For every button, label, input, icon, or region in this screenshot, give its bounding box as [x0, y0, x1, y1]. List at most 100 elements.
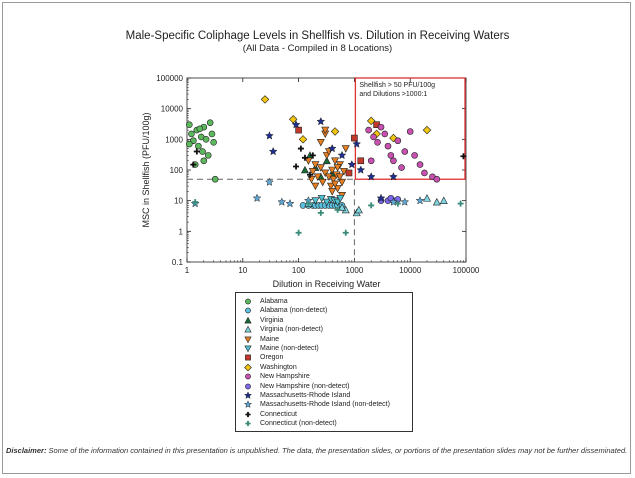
data-point — [338, 178, 347, 187]
series-12 — [190, 145, 467, 178]
legend-symbol — [244, 345, 252, 353]
y-tick-label: 0.1 — [172, 258, 184, 267]
data-point — [311, 182, 320, 191]
data-point — [347, 159, 357, 169]
legend-marker — [245, 411, 251, 417]
legend-symbol — [245, 421, 251, 427]
data-point — [354, 205, 363, 214]
data-point — [376, 193, 386, 203]
data-point — [333, 198, 342, 207]
data-point — [389, 172, 398, 181]
data-point — [337, 150, 347, 160]
legend-symbol — [244, 316, 252, 324]
chart-title: Male-Specific Coliphage Levels in Shellf… — [125, 30, 510, 42]
legend-label: Massachusetts-Rhode Island (non-detect) — [260, 401, 390, 409]
data-point — [351, 134, 358, 142]
legend-label: Massachusetts-Rhode Island — [260, 392, 351, 399]
data-point — [334, 206, 341, 213]
data-point — [365, 126, 372, 134]
legend-marker — [244, 336, 252, 343]
legend-symbol — [243, 391, 253, 399]
data-point — [322, 156, 331, 165]
data-point — [300, 165, 309, 174]
slide-frame — [2, 2, 631, 474]
data-point — [317, 209, 324, 216]
data-point — [422, 194, 431, 202]
data-point — [333, 164, 342, 172]
data-point — [291, 120, 301, 129]
legend-marker — [244, 316, 252, 324]
data-point — [316, 116, 326, 126]
data-point — [422, 125, 432, 135]
data-point — [460, 153, 467, 160]
legend-symbol — [244, 336, 252, 343]
annotation-text-line2: and Dilutions >1000:1 — [359, 91, 427, 98]
data-point — [394, 200, 401, 207]
data-point — [336, 194, 345, 203]
data-point — [322, 198, 331, 207]
legend-label: Washington — [260, 363, 297, 371]
data-point — [264, 131, 274, 140]
data-point — [368, 202, 375, 209]
data-point — [264, 177, 274, 186]
data-point — [206, 119, 214, 126]
disclaimer: Disclaimer: Some of the information cont… — [6, 446, 631, 456]
data-point — [210, 139, 217, 146]
data-point — [211, 175, 219, 183]
data-point — [377, 123, 385, 131]
legend-symbol — [244, 325, 252, 333]
data-point — [190, 161, 197, 168]
x-tick-label: 1 — [185, 266, 190, 275]
data-point — [295, 126, 302, 134]
data-point — [316, 164, 325, 172]
data-point — [401, 148, 409, 155]
legend-marker — [245, 298, 251, 305]
data-point — [268, 146, 278, 156]
legend-symbol — [245, 307, 251, 314]
x-tick-label: 10 — [238, 266, 247, 275]
data-point — [321, 126, 330, 135]
x-tick-label: 10000 — [399, 266, 422, 275]
data-point — [370, 133, 377, 141]
data-point — [416, 161, 424, 168]
data-point — [208, 130, 216, 138]
data-point — [311, 197, 320, 205]
data-point — [356, 165, 366, 174]
data-point — [421, 169, 428, 177]
chart-subtitle: (All Data - Compiled in 8 Locations) — [242, 43, 393, 54]
data-point — [316, 139, 325, 147]
data-point — [411, 152, 418, 159]
data-point — [199, 148, 206, 155]
legend-label: Virginia (non-detect) — [260, 326, 323, 334]
data-point — [352, 139, 362, 148]
data-point — [308, 168, 317, 176]
series-11 — [190, 177, 425, 208]
data-point — [288, 115, 298, 124]
legend-label: Alabama (non-detect) — [260, 307, 328, 315]
data-point — [293, 163, 300, 170]
legend-symbol — [245, 383, 251, 389]
x-tick-label: 100 — [292, 266, 306, 275]
data-point — [321, 169, 330, 178]
y-tick-label: 1000 — [165, 135, 183, 144]
data-point — [304, 157, 313, 165]
data-point — [306, 171, 313, 178]
legend-label: Connecticut — [260, 410, 297, 418]
legend-marker — [245, 307, 251, 314]
data-point — [357, 157, 365, 165]
legend-label: New Hampshire (non-detect) — [260, 382, 350, 390]
series-4 — [304, 126, 350, 200]
disclaimer-text: Some of the information contained in thi… — [48, 446, 628, 455]
data-point — [331, 157, 340, 165]
data-point — [317, 194, 326, 203]
data-point — [415, 196, 425, 205]
legend-symbol — [244, 363, 252, 372]
data-point — [305, 200, 312, 207]
data-point — [318, 178, 327, 187]
legend-label: Connecticut (non-detect) — [260, 420, 337, 428]
data-point — [381, 130, 389, 138]
y-tick-label: 100 — [170, 166, 184, 175]
data-point — [299, 202, 307, 209]
data-point — [367, 157, 375, 165]
x-axis-label: Dilution in Receiving Water — [273, 279, 381, 289]
